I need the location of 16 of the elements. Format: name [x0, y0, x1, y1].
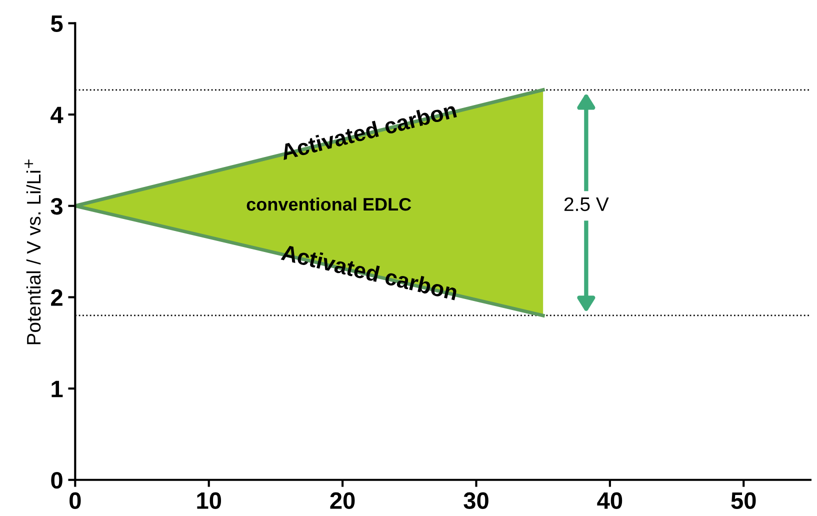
- y-tick-label: 2: [51, 289, 62, 306]
- y-tick-label: 3: [50, 198, 63, 215]
- x-tick-label: 50: [731, 492, 756, 510]
- y-axis-title: Potential / V vs. Li/Li$^{+}$: [24, 159, 41, 344]
- x-tick-label: 20: [330, 492, 355, 510]
- x-tick-label: 10: [197, 492, 222, 510]
- y-tick-label: 1: [52, 380, 63, 398]
- annotation: 2.5 V: [564, 197, 609, 212]
- x-tick-label: 0: [70, 492, 81, 510]
- y-tick-label: 5: [50, 16, 63, 32]
- x-tick-label: 40: [597, 492, 622, 510]
- y-tick-label: 0: [51, 472, 62, 489]
- annotation: conventional EDLC: [246, 197, 412, 211]
- x-tick-label: 30: [464, 492, 488, 510]
- y-tick-label: 4: [50, 106, 64, 124]
- annotation: Activated carbon: [280, 244, 458, 300]
